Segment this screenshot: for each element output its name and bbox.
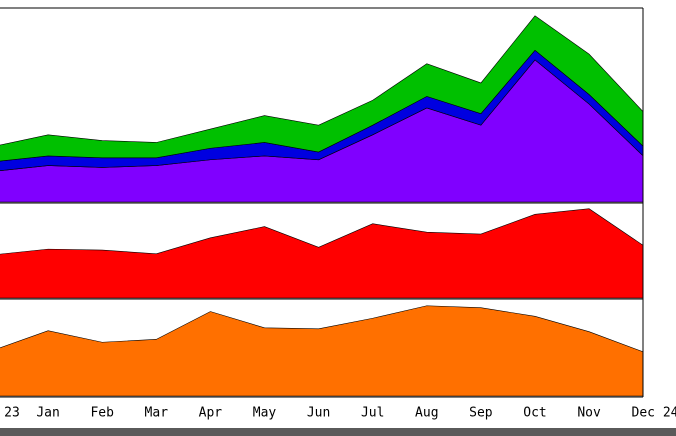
x-tick-label: Mar — [145, 406, 169, 421]
x-tick-label: 23 — [4, 406, 20, 421]
x-tick-label: Sep — [469, 406, 493, 421]
x-tick-label: Feb — [90, 406, 114, 421]
x-tick-label: Aug — [415, 406, 438, 421]
x-tick-label: May — [253, 406, 277, 421]
status-bar — [0, 428, 676, 436]
x-tick-label: Dec 24 — [632, 406, 676, 421]
x-tick-label: Jun — [307, 406, 330, 421]
area — [0, 208, 644, 299]
area — [0, 305, 644, 397]
x-tick-label: Jan — [36, 406, 59, 421]
x-tick-label: Nov — [577, 406, 601, 421]
x-tick-label: Apr — [199, 406, 223, 421]
x-tick-label: Oct — [523, 406, 546, 421]
x-tick-label: Jul — [361, 406, 384, 421]
